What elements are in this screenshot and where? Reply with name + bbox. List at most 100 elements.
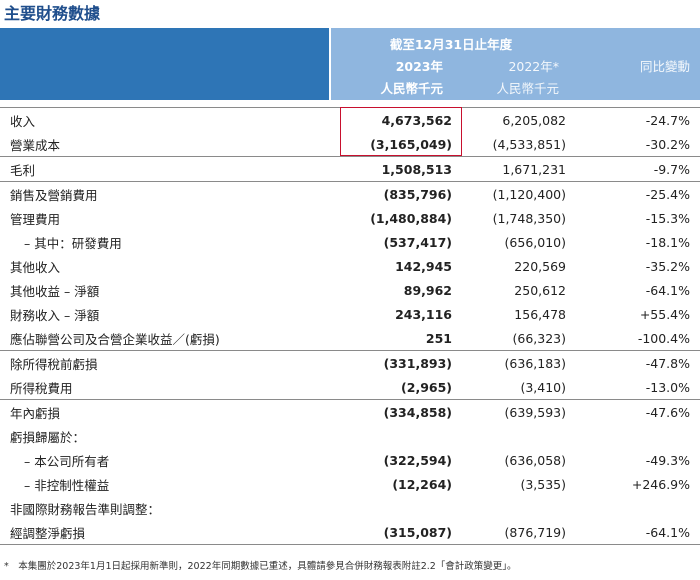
value-2022: (636,058) <box>504 452 566 468</box>
change: +246.9% <box>631 476 690 492</box>
value-2022: 156,478 <box>514 306 566 322</box>
row-label: 經調整淨虧損 <box>10 525 86 541</box>
row-label: 年內虧損 <box>0 399 342 424</box>
footnote: * 本集團於2023年1月1日起採用新準則，2022年同期數據已重述，具體請參見… <box>4 561 517 572</box>
row-label: 管理費用 <box>10 211 61 227</box>
unit: 人民幣千元 <box>380 81 443 96</box>
row-label: 其他收益 – 淨額 <box>10 283 100 299</box>
value-2023: 142,945 <box>395 258 452 274</box>
change: -25.4% <box>580 181 700 206</box>
table-row: 非國際財務報告準則調整： <box>0 496 700 520</box>
value-2022: 6,205,082 <box>466 107 580 132</box>
value-2022: (876,719) <box>504 524 566 540</box>
change: -100.4% <box>637 330 690 346</box>
value-2022 <box>466 496 580 520</box>
value-2022: 1,671,231 <box>466 156 580 182</box>
table-row: 經調整淨虧損 (315,087) (876,719) -64.1% <box>0 520 700 544</box>
value-2022: (636,183) <box>466 350 580 375</box>
value-2023: (835,796) <box>342 181 466 206</box>
year: 2022年* <box>508 59 559 74</box>
value-2022: 220,569 <box>514 258 566 274</box>
table-row: 應佔聯營公司及合營企業收益／(虧損) 251 (66,323) -100.4% <box>0 326 700 351</box>
value-2023: 89,962 <box>403 282 452 298</box>
value-2022: (4,533,851) <box>492 136 566 152</box>
value-2023: 1,508,513 <box>342 156 466 182</box>
rule <box>0 544 700 545</box>
change: -13.0% <box>645 379 690 395</box>
row-label: 其他收入 <box>10 259 61 275</box>
value-2023 <box>342 496 466 520</box>
table-row: 銷售及營銷費用 (835,796) (1,120,400) -25.4% <box>0 181 700 206</box>
value-2022: (66,323) <box>512 330 567 346</box>
financial-table: 收入 4,673,562 6,205,082 -24.7% 營業成本 (3,165,049… <box>0 107 700 544</box>
row-label: 財務收入 – 淨額 <box>10 307 100 323</box>
table-row: 所得稅費用 (2,965) (3,410) -13.0% <box>0 375 700 400</box>
value-2023: (331,893) <box>342 350 466 375</box>
change: -64.1% <box>645 524 690 540</box>
value-2022 <box>466 424 580 448</box>
change-label: 同比變動 <box>639 59 690 74</box>
value-2023: (3,165,049) <box>370 136 452 152</box>
change: -9.7% <box>580 156 700 182</box>
value-2023: (2,965) <box>401 379 452 395</box>
change: -35.2% <box>645 258 690 274</box>
value-2023: (334,858) <box>342 399 466 424</box>
value-2023: (322,594) <box>383 452 452 468</box>
table-row: 營業成本 (3,165,049) (4,533,851) -30.2% <box>0 132 700 157</box>
value-2023: (537,417) <box>383 234 452 250</box>
table-row: – 本公司所有者 (322,594) (636,058) -49.3% <box>0 448 700 472</box>
row-label: 非國際財務報告準則調整： <box>10 501 161 517</box>
row-label: 所得稅費用 <box>10 380 73 396</box>
highlight-box <box>340 107 462 156</box>
table-row: 年內虧損 (334,858) (639,593) -47.6% <box>0 399 700 424</box>
row-label: 銷售及營銷費用 <box>0 181 342 206</box>
value-2023: (315,087) <box>383 524 452 540</box>
change <box>580 496 700 520</box>
value-2022: (1,748,350) <box>492 210 566 226</box>
row-label: 應佔聯營公司及合營企業收益／(虧損) <box>10 331 220 347</box>
value-2023 <box>342 424 466 448</box>
row-label: 營業成本 <box>10 137 61 153</box>
value-2022: (639,593) <box>466 399 580 424</box>
value-2022: (656,010) <box>504 234 566 250</box>
change: -64.1% <box>645 282 690 298</box>
value-2023: 251 <box>425 330 452 346</box>
change <box>580 424 700 448</box>
table-row: – 其中：研發費用 (537,417) (656,010) -18.1% <box>0 230 700 254</box>
value-2022: (1,120,400) <box>466 181 580 206</box>
change: -47.8% <box>580 350 700 375</box>
change: -47.6% <box>580 399 700 424</box>
table-row: 虧損歸屬於： <box>0 424 700 448</box>
unit: 人民幣千元 <box>496 81 559 96</box>
title: 主要財務數據 <box>4 4 101 23</box>
change: +55.4% <box>639 306 690 322</box>
value-2023: (12,264) <box>392 476 452 492</box>
value-2023: (1,480,884) <box>370 210 452 226</box>
row-label: 除所得稅前虧損 <box>0 350 342 375</box>
value-2023: 243,116 <box>395 306 452 322</box>
row-label: – 其中：研發費用 <box>24 235 122 251</box>
change: -30.2% <box>645 136 690 152</box>
table-row: – 非控制性權益 (12,264) (3,535) +246.9% <box>0 472 700 496</box>
header-right: 截至12月31日止年度 2023年 人民幣千元 2022年* 人民幣千元 同比變… <box>331 28 700 100</box>
period: 截至12月31日止年度 <box>389 37 513 52</box>
table-row: 其他收益 – 淨額 89,962 250,612 -64.1% <box>0 278 700 302</box>
row-label: 毛利 <box>0 156 342 182</box>
header-left <box>0 28 329 100</box>
value-2022: (3,410) <box>520 379 566 395</box>
year: 2023年 <box>395 59 443 74</box>
change: -18.1% <box>645 234 690 250</box>
table-row: 毛利 1,508,513 1,671,231 -9.7% <box>0 156 700 182</box>
change: -24.7% <box>580 107 700 132</box>
row-label: 收入 <box>0 107 342 132</box>
row-label: – 非控制性權益 <box>24 477 110 493</box>
value-2022: (3,535) <box>520 476 566 492</box>
table-row: 財務收入 – 淨額 243,116 156,478 +55.4% <box>0 302 700 326</box>
table-row: 除所得稅前虧損 (331,893) (636,183) -47.8% <box>0 350 700 375</box>
change: -49.3% <box>645 452 690 468</box>
row-label: – 本公司所有者 <box>24 453 110 469</box>
row-label: 虧損歸屬於： <box>10 429 86 445</box>
table-row: 其他收入 142,945 220,569 -35.2% <box>0 254 700 278</box>
value-2022: 250,612 <box>514 282 566 298</box>
